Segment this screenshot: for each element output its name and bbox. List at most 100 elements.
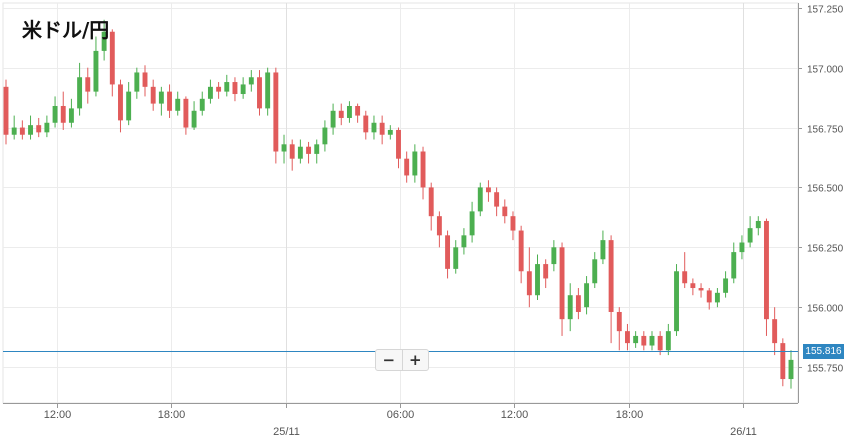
x-axis: 12:00 18:00 25/11 06:00 12:00 18:00 26/11 bbox=[3, 403, 798, 438]
y-tick-label: 156.500 bbox=[807, 184, 844, 195]
candle-body bbox=[158, 91, 164, 104]
candle-body bbox=[322, 127, 328, 145]
candle-body bbox=[641, 335, 647, 346]
candle-body bbox=[665, 331, 671, 351]
candle-body bbox=[747, 228, 753, 243]
candle-body bbox=[126, 91, 132, 121]
candle-body bbox=[28, 125, 33, 135]
y-tick-label: 156.750 bbox=[807, 125, 844, 136]
candle-body bbox=[265, 72, 271, 109]
candle-body bbox=[420, 151, 426, 188]
y-tick-label: 157.250 bbox=[807, 5, 844, 16]
candle-body bbox=[85, 77, 91, 92]
zoom-in-button[interactable]: + bbox=[401, 350, 429, 370]
candle-body bbox=[788, 359, 794, 380]
candle-body bbox=[706, 290, 712, 303]
candle-body bbox=[93, 50, 99, 92]
candle-body bbox=[199, 98, 205, 111]
candle-body bbox=[248, 77, 254, 85]
candle-body bbox=[592, 259, 598, 284]
candle-body bbox=[3, 86, 9, 135]
x-tick-label: 18:00 bbox=[616, 409, 644, 421]
candle-body bbox=[306, 146, 312, 154]
zoom-controls: − + bbox=[375, 349, 429, 371]
candle-body bbox=[396, 129, 401, 159]
candle-body bbox=[526, 271, 532, 296]
candle-body bbox=[477, 187, 483, 212]
candle-body bbox=[461, 235, 467, 248]
candle-body bbox=[289, 144, 295, 159]
chart-title: 米ドル/円 bbox=[22, 18, 110, 42]
candle-body bbox=[240, 84, 246, 95]
candle-body bbox=[780, 343, 786, 380]
x-tick-label: 06:00 bbox=[387, 409, 415, 421]
candle-body bbox=[543, 264, 549, 279]
candle-body bbox=[739, 242, 745, 253]
candle-body bbox=[346, 105, 352, 118]
x-tick-label: 12:00 bbox=[44, 409, 72, 421]
candle-body bbox=[772, 319, 778, 344]
x-tick-label: 26/11 bbox=[730, 426, 757, 438]
candle-body bbox=[404, 158, 410, 176]
candle-body bbox=[682, 271, 688, 284]
candle-body bbox=[273, 72, 279, 152]
candle-body bbox=[338, 110, 344, 118]
candle-body bbox=[518, 230, 524, 272]
y-axis: 155.750 156.000 156.250 156.500 156.750 157.0… bbox=[798, 3, 844, 403]
candle-body bbox=[60, 105, 66, 123]
candle-body bbox=[674, 271, 679, 332]
candle-body bbox=[485, 187, 491, 193]
candle-body bbox=[616, 311, 622, 332]
candle-body bbox=[731, 252, 737, 279]
candle-body bbox=[657, 335, 663, 351]
candle-body bbox=[575, 295, 581, 312]
candle-body bbox=[551, 247, 557, 265]
candle-body bbox=[559, 247, 565, 320]
candle-body bbox=[101, 31, 107, 51]
candle-body bbox=[134, 72, 140, 92]
candle-body bbox=[379, 122, 385, 135]
candle-body bbox=[698, 288, 704, 291]
candle-body bbox=[690, 283, 696, 289]
candle-body bbox=[167, 91, 172, 111]
candle-body bbox=[36, 125, 42, 133]
candle-body bbox=[723, 278, 729, 293]
chart-grid bbox=[2, 2, 799, 404]
candle-body bbox=[494, 192, 500, 207]
candle-body bbox=[584, 283, 590, 308]
candle-body bbox=[118, 84, 123, 121]
candle-body bbox=[600, 240, 606, 260]
candle-body bbox=[191, 110, 197, 128]
candle-body bbox=[142, 72, 148, 87]
candle-body bbox=[755, 220, 761, 229]
candle-body bbox=[387, 129, 393, 135]
candle-body bbox=[77, 77, 83, 109]
candle-body bbox=[371, 122, 377, 133]
candle-body bbox=[428, 187, 434, 217]
candle-body bbox=[216, 86, 222, 92]
candle-body bbox=[281, 144, 287, 152]
candle-body bbox=[11, 127, 17, 135]
candle-body bbox=[224, 82, 230, 92]
candle-body bbox=[232, 82, 238, 95]
zoom-out-button[interactable]: − bbox=[376, 350, 402, 370]
candle-body bbox=[535, 264, 540, 296]
candle-body bbox=[510, 216, 516, 231]
candle-body bbox=[453, 247, 459, 269]
current-price-badge: 155.816 bbox=[803, 343, 844, 359]
candle-body bbox=[608, 240, 614, 312]
x-tick-label: 25/11 bbox=[273, 426, 300, 438]
candle-body bbox=[175, 98, 181, 111]
candle-body bbox=[19, 127, 25, 135]
y-tick-label: 156.250 bbox=[807, 244, 844, 255]
candle-body bbox=[714, 292, 720, 303]
candle-body bbox=[625, 331, 630, 344]
candle-body bbox=[633, 335, 639, 344]
candle-body bbox=[44, 122, 50, 133]
y-tick-label: 156.000 bbox=[807, 304, 844, 315]
candle-body bbox=[183, 98, 189, 128]
candle-body bbox=[363, 115, 369, 133]
candle-body bbox=[764, 220, 769, 320]
candle-body bbox=[355, 105, 361, 116]
